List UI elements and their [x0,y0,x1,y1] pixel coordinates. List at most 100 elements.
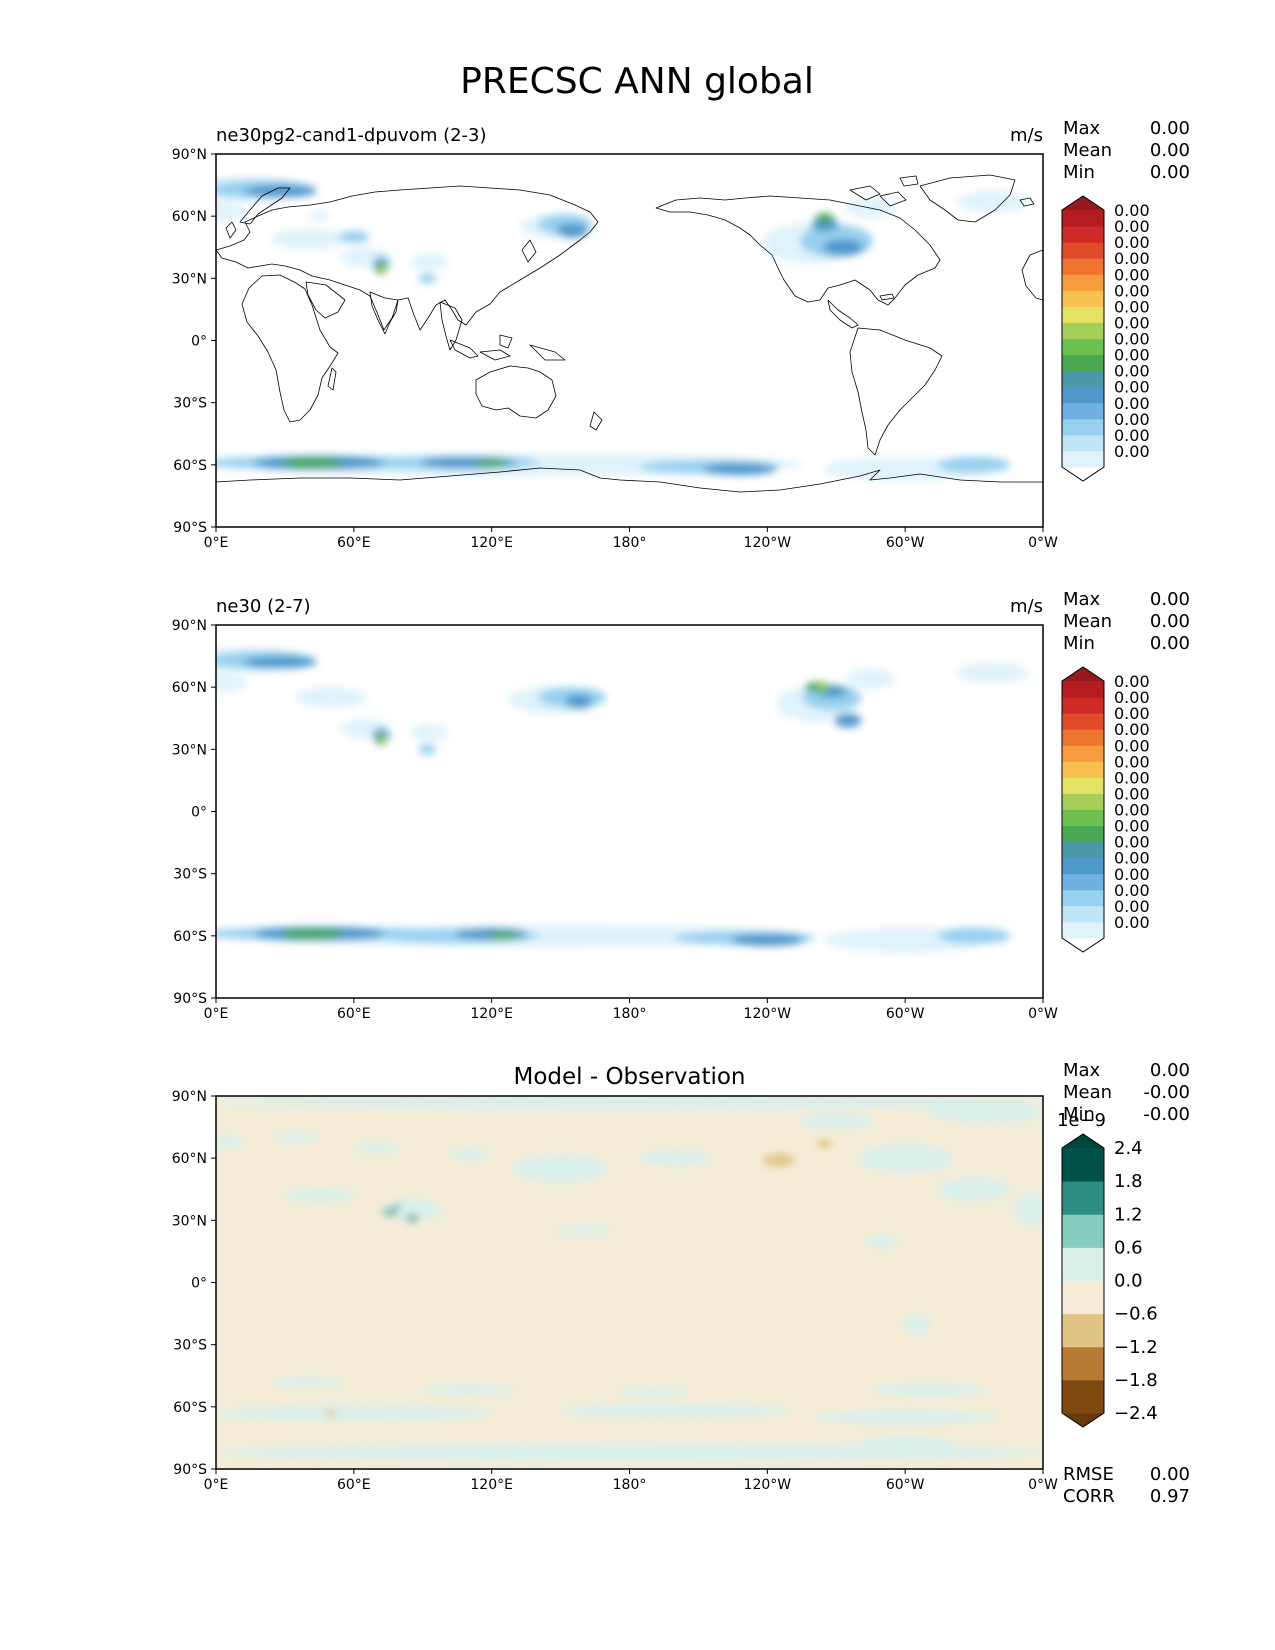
colorbar-segment [1062,697,1104,714]
panel-title: ne30 (2-7) [216,596,311,617]
contour-level-9-shape-0 [379,263,388,273]
colorbar-tick-label: 0.00 [1114,378,1150,397]
colorbar-segment [1062,434,1104,452]
contour-level-5-shape-3 [834,713,862,728]
colorbar-segment [1062,322,1104,339]
colorbar-segment [1062,745,1104,762]
colorbar-segment [1062,921,1104,939]
colorbar-segment [1062,210,1104,227]
y-tick-label: 0° [191,1276,207,1292]
y-tick-label: 90°N [172,1089,207,1105]
colorbar-tick-label: 0.00 [1114,784,1150,803]
colorbar-segment [1062,1313,1104,1348]
colorbar-segment [1062,290,1104,307]
contour-level-3-shape-0 [763,1154,795,1167]
contour-level-1-shape-6 [956,662,1029,683]
colorbar-tick-label: 0.00 [1114,249,1150,268]
colorbar-segment [1062,713,1104,730]
colorbar-segment [1062,1247,1104,1281]
colorbar-extend-high [1062,1134,1104,1148]
y-tick-label: 30°N [172,1213,207,1229]
colorbar-tick-label: 0.00 [1114,362,1150,381]
stat-label: Max [1063,1060,1101,1081]
colorbar-tick-label: 0.00 [1114,313,1150,332]
colorbar-segment [1062,370,1104,388]
panel-title: ne30pg2-cand1-dpuvom (2-3) [216,125,487,146]
contour-level-5-shape-24 [216,1443,1043,1462]
y-tick-label: 30°N [172,742,207,758]
colorbar-segment [1062,1214,1104,1248]
x-tick-label: 60°E [337,1006,371,1022]
stat-label: Min [1063,162,1095,183]
contour-level-5-shape-14 [552,1225,615,1236]
contour-level-7-shape-1 [487,931,519,940]
colorbar-segment [1062,1280,1104,1315]
contour-level-1-shape-3 [271,228,345,250]
figure-title: PRECSC ANN global [460,61,814,102]
y-tick-label: 60°S [173,929,207,945]
colorbar-extend-high [1062,196,1104,210]
colorbar-tick-label: 0.00 [1114,297,1150,316]
contour-level-5-shape-6 [703,462,777,476]
colorbar-tick-label: −1.2 [1114,1337,1158,1358]
x-tick-label: 60°W [886,1477,925,1493]
colorbar-segment [1062,1148,1104,1182]
contour-level-5-shape-4 [273,1132,320,1143]
colorbar-tick-label: 0.00 [1114,768,1150,787]
contour-level-5-shape-3 [216,1135,244,1148]
colorbar-segment [1062,857,1104,875]
colorbar-tick-label: 0.00 [1114,346,1150,365]
colorbar-segment [1062,258,1104,275]
x-tick-label: 180° [613,535,647,551]
x-tick-label: 60°W [886,1006,925,1022]
colorbar-tick-label: 0.00 [1114,281,1150,300]
contour-level-5-shape-10 [937,1176,1011,1202]
contour-level-1-shape-7 [956,191,1029,212]
colorbar-segment [1062,354,1104,372]
contour-level-5-shape-1 [565,694,593,709]
stat-label: Min [1063,633,1095,654]
y-tick-label: 60°N [172,680,207,696]
colorbar-tick-label: 0.00 [1114,394,1150,413]
contour-level-5-shape-18 [420,1385,517,1396]
stat-value: 0.00 [1150,633,1190,654]
colorbar-segment [1062,841,1104,859]
y-tick-label: 90°N [172,147,207,163]
map-panel-1: 0°E 60°E 120°E 180° 120°W 60°W 0°W 90°N 60°N 30°N… [172,118,1190,551]
colorbar-tick-label: 0.00 [1114,849,1150,868]
contour-level-3-shape-1 [338,230,370,244]
y-tick-label: 90°S [173,991,207,1007]
panel-title: Model - Observation [513,1064,745,1090]
contour-level-3-shape-7 [937,456,1011,474]
colorbar-segment [1062,402,1104,420]
x-tick-label: 60°E [337,1477,371,1493]
x-tick-label: 60°W [886,535,925,551]
colorbar-segment [1062,1346,1104,1381]
contour-level-7-shape-0 [281,928,344,939]
colorbar-segment [1062,761,1104,778]
colorbar-segment [1062,777,1104,794]
colorbar-segment [1062,1181,1104,1215]
x-tick-label: 0°E [204,1477,229,1493]
contour-level-1-shape-8 [410,724,449,741]
colorbar-segment [1062,809,1104,827]
colorbar-segment [1062,306,1104,323]
colorbar-segment [1062,1379,1104,1414]
stat-value: 0.00 [1150,1060,1190,1081]
contour-fills [216,176,1029,482]
colorbar-tick-label: −0.6 [1114,1304,1158,1325]
contour-level-7-shape-1 [475,458,508,467]
colorbar-segment [1062,793,1104,810]
stat-value: -0.00 [1143,1082,1190,1103]
colorbar-tick-label: 0.00 [1114,833,1150,852]
contour-level-5-shape-2 [799,1112,873,1130]
x-tick-label: 0°W [1028,1477,1058,1493]
colorbar-tick-label: −1.8 [1114,1370,1158,1391]
y-tick-label: 0° [191,334,207,350]
colorbar-segment [1062,889,1104,907]
y-tick-label: 60°S [173,458,207,474]
y-tick-label: 60°S [173,1400,207,1416]
colorbar-segment [1062,905,1104,923]
x-tick-label: 0°W [1028,1006,1058,1022]
y-tick-label: 90°S [173,1462,207,1478]
